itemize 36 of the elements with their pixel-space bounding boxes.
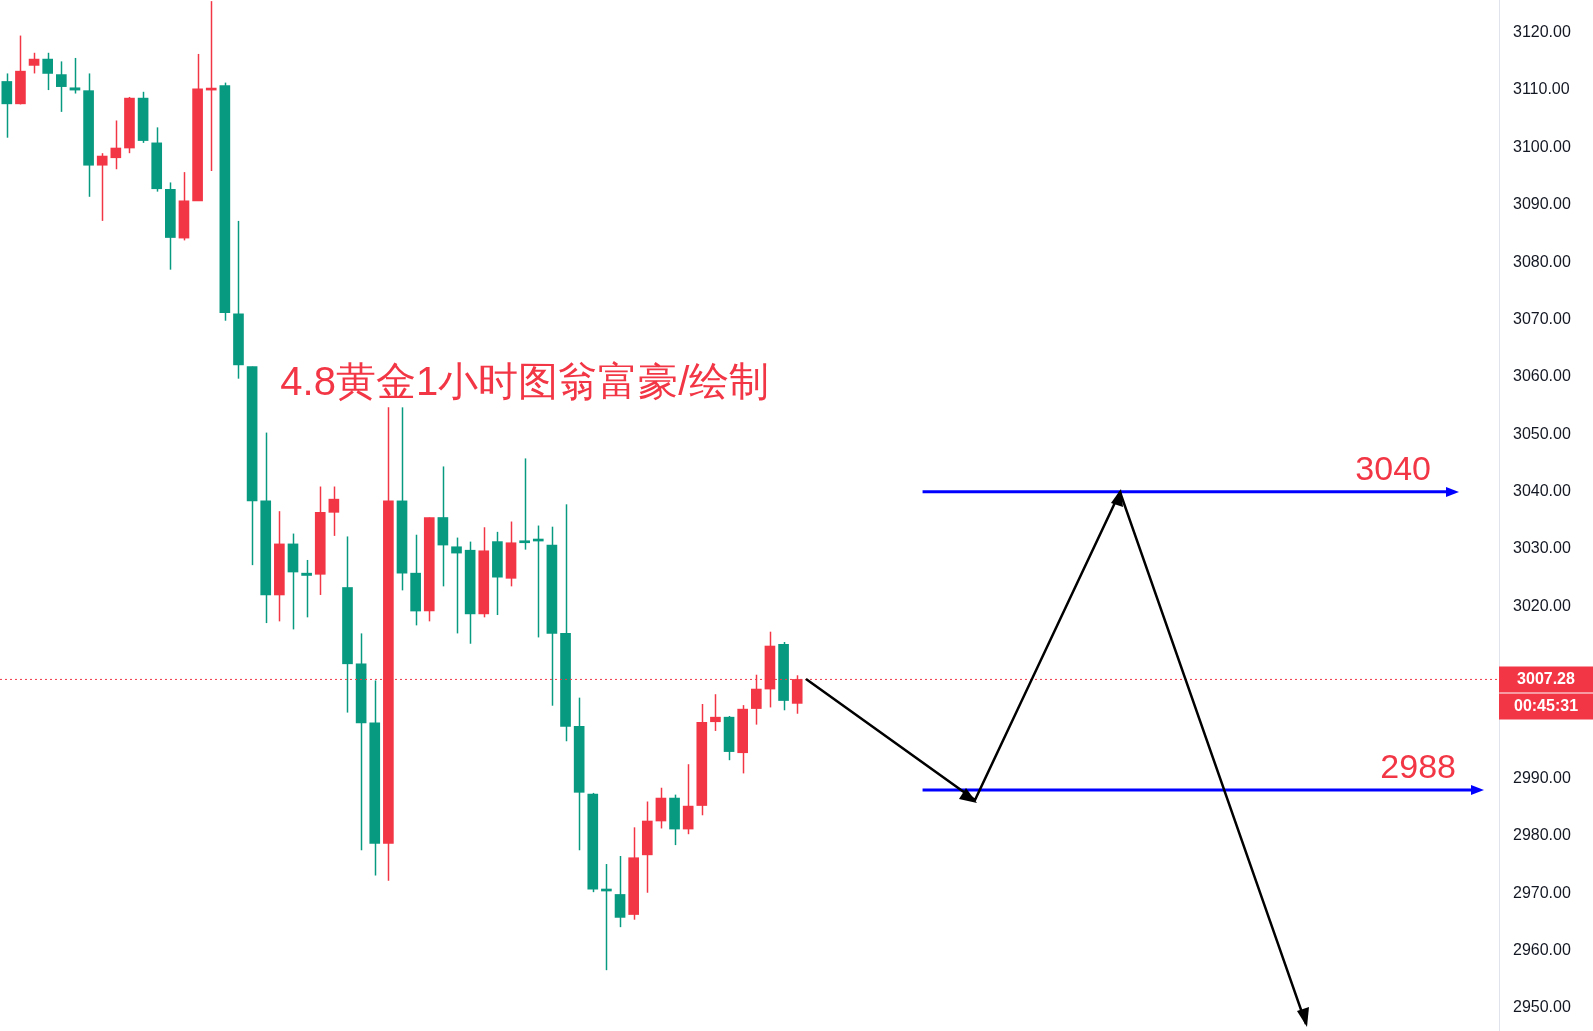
- candlestick: [110, 119, 122, 170]
- y-tick-label: 3110.00: [1513, 80, 1570, 98]
- y-tick-label: 3020.00: [1513, 596, 1571, 614]
- candlestick: [710, 693, 721, 732]
- text: 00:45:31: [1513, 696, 1579, 714]
- text: 4.8黄金1小时图翁富豪/绘制: [280, 358, 770, 403]
- candlestick: [42, 52, 54, 91]
- y-tick-label: 3040.00: [1513, 482, 1571, 500]
- y-tick-label: 2980.00: [1513, 826, 1571, 844]
- candlestick: [28, 52, 40, 75]
- y-tick-label: 2960.00: [1513, 941, 1571, 959]
- y-tick-label: 3080.00: [1513, 252, 1571, 270]
- y-tick-label: 2950.00: [1513, 998, 1571, 1016]
- candlestick: [1, 72, 13, 139]
- ref-line-label: 3007.28: [1517, 669, 1576, 687]
- ref-line-label: 3040: [1355, 449, 1431, 488]
- candlestick: [96, 152, 108, 222]
- candlestick: [682, 763, 694, 835]
- candlestick: [301, 559, 312, 619]
- candlestick: [69, 57, 81, 95]
- ref-line-label: 2988: [1380, 747, 1456, 786]
- y-tick-label: 3120.00: [1513, 23, 1571, 41]
- y-tick-label: 2990.00: [1513, 768, 1571, 786]
- y-tick-label: 3050.00: [1513, 424, 1571, 442]
- y-tick-label: 3090.00: [1513, 195, 1571, 213]
- candlestick: [519, 457, 530, 551]
- y-tick-label: 3100.00: [1513, 137, 1571, 155]
- y-tick-label: 3030.00: [1513, 539, 1571, 557]
- y-tick-label: 3070.00: [1513, 309, 1571, 327]
- candlestick: [451, 536, 462, 635]
- candlestick: [655, 786, 667, 830]
- y-tick-label: 2970.00: [1513, 883, 1571, 901]
- candlestick: [55, 60, 67, 113]
- candlestick: [328, 485, 340, 537]
- candlestick: [614, 855, 626, 928]
- y-tick-label: 3060.00: [1513, 367, 1571, 385]
